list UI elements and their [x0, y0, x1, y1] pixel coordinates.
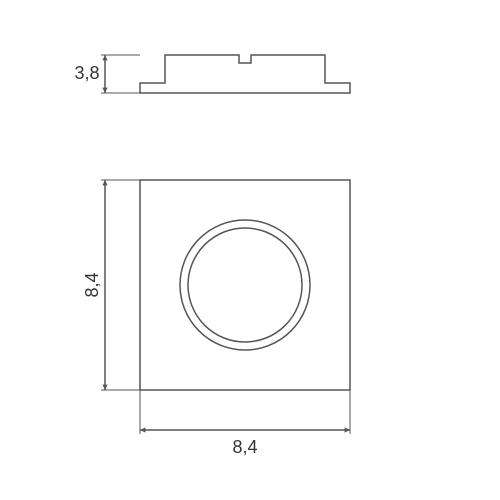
dim-label-front-width: 8,4	[232, 437, 257, 457]
dim-label-top-height: 3,8	[74, 63, 99, 83]
side-profile-view	[140, 55, 350, 93]
front-view	[140, 180, 350, 390]
front-square	[140, 180, 350, 390]
technical-drawing: 3,8 8,4 8,4	[0, 0, 500, 500]
dim-label-front-height: 8,4	[82, 272, 102, 297]
